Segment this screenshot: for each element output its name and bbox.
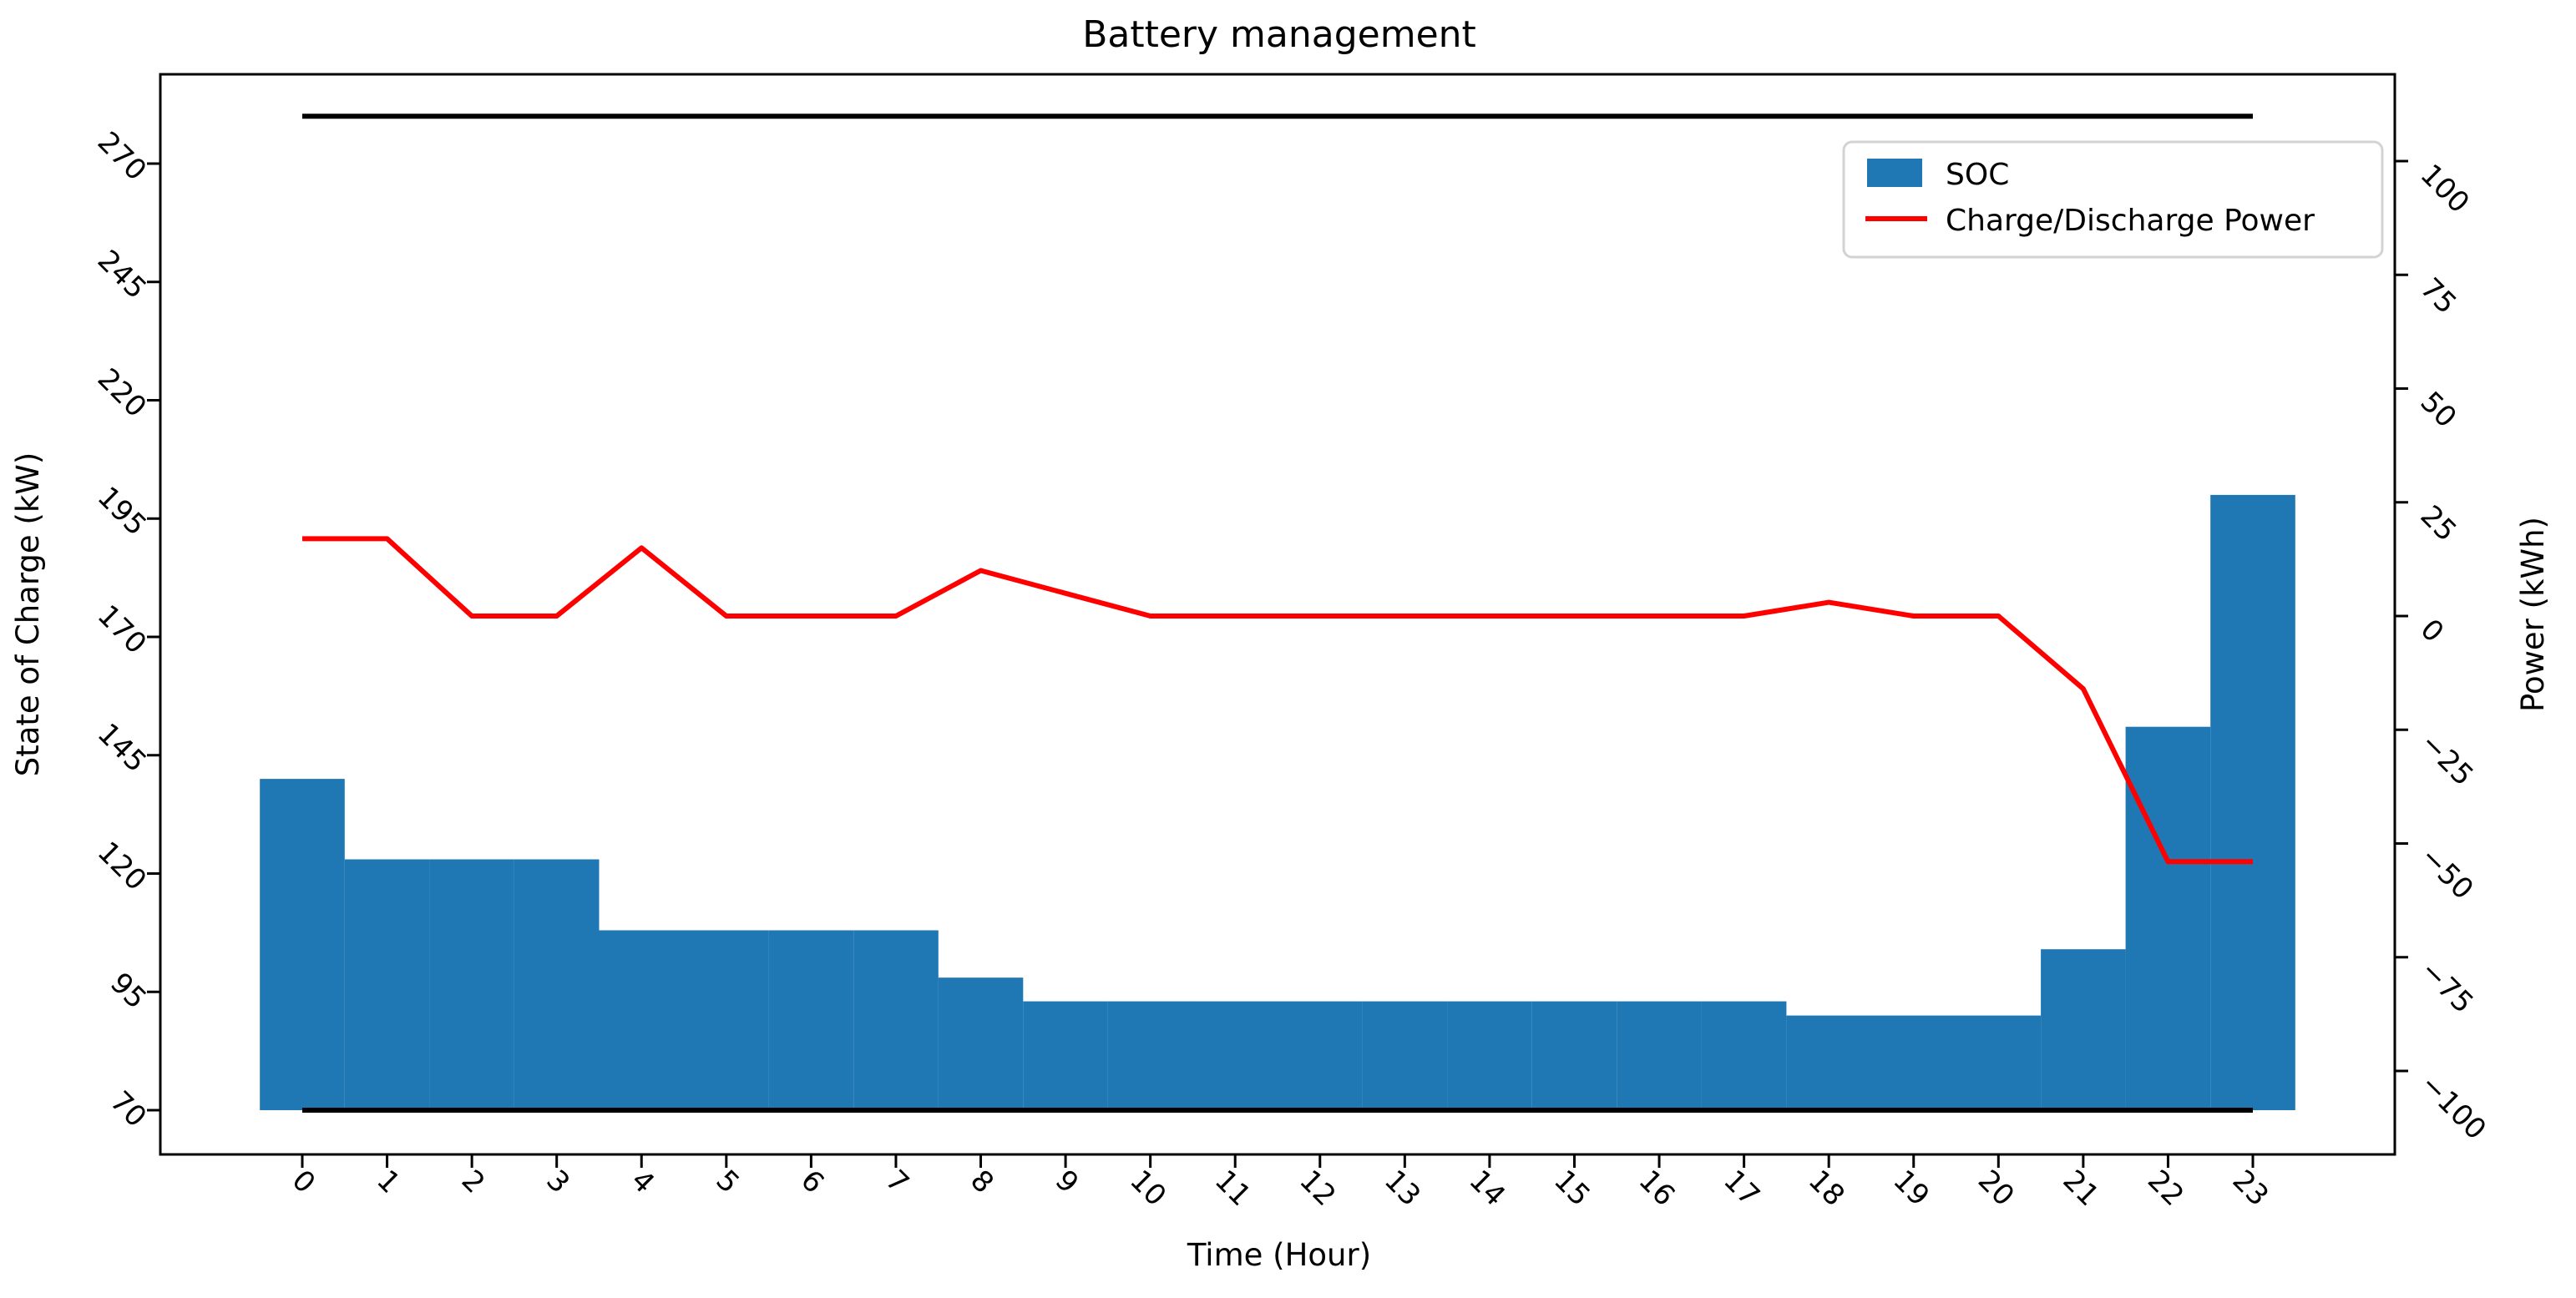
x-tick-label: 15 <box>1547 1164 1597 1213</box>
x-tick-label: 18 <box>1802 1164 1851 1213</box>
y-right-tick-label: −75 <box>2414 954 2480 1020</box>
x-tick-label: 9 <box>1049 1164 1086 1200</box>
soc-bar <box>1701 1001 1787 1110</box>
soc-bar <box>344 859 430 1110</box>
soc-bar <box>599 930 685 1110</box>
x-tick-label: 16 <box>1632 1164 1682 1213</box>
y-left-tick-label: 220 <box>91 362 153 424</box>
x-axis-label: Time (Hour) <box>1187 1237 1371 1273</box>
y-right-tick-label: 100 <box>2414 158 2476 220</box>
x-tick-label: 11 <box>1208 1164 1258 1213</box>
soc-bar <box>1278 1001 1363 1110</box>
soc-bar <box>1107 1001 1193 1110</box>
soc-bar <box>1447 1001 1532 1110</box>
soc-bar <box>260 779 345 1110</box>
y-axis-right-label: Power (kWh) <box>2515 517 2551 712</box>
soc-bar <box>1531 1001 1617 1110</box>
soc-bar <box>938 977 1024 1110</box>
chart-title: Battery management <box>1082 13 1476 56</box>
x-tick-label: 10 <box>1123 1164 1172 1213</box>
x-tick-label: 1 <box>370 1164 407 1200</box>
y-right-tick-label: −100 <box>2414 1068 2492 1146</box>
x-tick-label: 5 <box>709 1164 746 1200</box>
x-tick-label: 7 <box>879 1164 916 1200</box>
y-left-tick-label: 120 <box>91 836 153 897</box>
soc-bar <box>2125 726 2211 1110</box>
x-tick-label: 12 <box>1293 1164 1342 1213</box>
y-right-tick-label: 0 <box>2414 613 2451 649</box>
x-tick-label: 3 <box>539 1164 576 1200</box>
x-tick-label: 14 <box>1463 1164 1512 1213</box>
y-left-tick-label: 245 <box>91 244 153 306</box>
x-tick-label: 13 <box>1378 1164 1427 1213</box>
soc-bar <box>768 930 854 1110</box>
soc-bar <box>1786 1015 1871 1110</box>
y-left-tick-label: 170 <box>91 598 153 660</box>
y-right-tick-label: 25 <box>2414 499 2463 548</box>
soc-bar <box>853 930 939 1110</box>
legend-soc-label: SOC <box>1946 158 2009 192</box>
soc-bar <box>1871 1015 1956 1110</box>
y-left-tick-label: 95 <box>104 967 153 1016</box>
soc-bar <box>2210 494 2295 1110</box>
soc-bar <box>1617 1001 1702 1110</box>
x-tick-label: 21 <box>2057 1164 2106 1213</box>
legend-power-label: Charge/Discharge Power <box>1946 204 2315 238</box>
y-axis-left-label: State of Charge (kW) <box>10 452 46 777</box>
y-right-tick-label: −50 <box>2414 841 2480 907</box>
power-line <box>302 536 2253 865</box>
y-left-tick-label: 70 <box>104 1084 153 1134</box>
x-tick-label: 17 <box>1717 1164 1766 1213</box>
y-left-tick-label: 195 <box>91 480 153 542</box>
legend: SOC Charge/Discharge Power <box>1842 140 2384 259</box>
x-tick-label: 0 <box>286 1164 322 1200</box>
x-tick-label: 20 <box>1971 1164 2021 1213</box>
x-tick-label: 22 <box>2141 1164 2190 1213</box>
y-left-tick-label: 145 <box>91 717 153 779</box>
legend-soc-swatch <box>1867 159 1922 187</box>
soc-bar <box>429 859 514 1110</box>
y-right-tick-label: 50 <box>2414 386 2463 435</box>
x-tick-label: 8 <box>964 1164 1000 1200</box>
soc-bar <box>2041 949 2126 1110</box>
x-tick-label: 2 <box>455 1164 492 1200</box>
x-tick-label: 19 <box>1886 1164 1936 1213</box>
x-tick-label: 6 <box>794 1164 831 1200</box>
legend-box <box>1842 140 2384 259</box>
x-tick-label: 23 <box>2226 1164 2275 1213</box>
soc-bar <box>514 859 600 1110</box>
y-left-tick-label: 270 <box>91 125 153 187</box>
soc-bar <box>1362 1001 1448 1110</box>
y-right-tick-label: −25 <box>2414 726 2480 792</box>
plot-frame <box>159 73 2396 1156</box>
x-tick-label: 4 <box>625 1164 661 1200</box>
y-right-tick-label: 75 <box>2414 271 2463 321</box>
soc-bar <box>1956 1015 2042 1110</box>
soc-bar <box>684 930 769 1110</box>
soc-bar <box>1023 1001 1108 1110</box>
soc-bar <box>1192 1001 1278 1110</box>
